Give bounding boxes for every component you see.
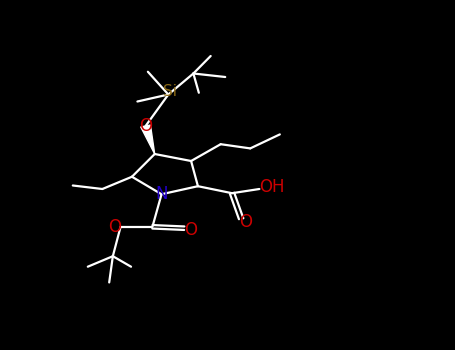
Polygon shape [141, 125, 155, 154]
Text: O: O [184, 220, 197, 239]
Text: Si: Si [163, 84, 177, 99]
Text: O: O [108, 218, 121, 237]
Text: O: O [139, 117, 152, 135]
Text: N: N [155, 185, 168, 203]
Text: OH: OH [259, 178, 285, 196]
Text: O: O [239, 213, 252, 231]
